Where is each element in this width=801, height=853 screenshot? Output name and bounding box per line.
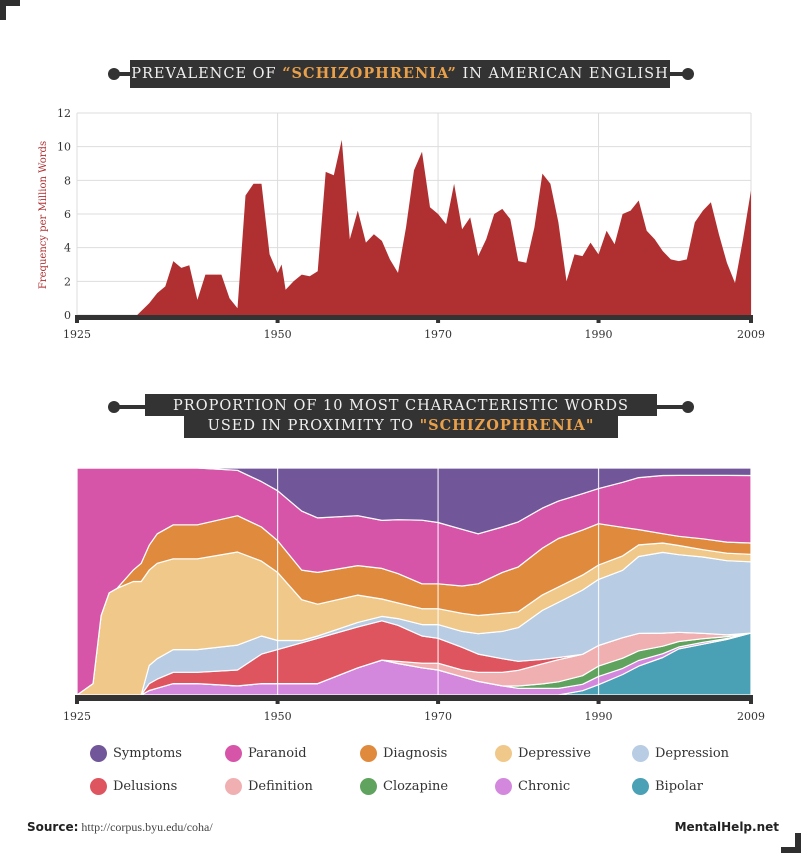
legend-item-paranoid: Paranoid <box>225 742 307 764</box>
x-tick-label: 1950 <box>264 710 292 723</box>
brand-name: MentalHelp.net <box>674 820 779 834</box>
x-tick-mark <box>749 700 753 704</box>
legend-swatch <box>90 777 107 795</box>
x-tick-label: 1950 <box>264 328 292 341</box>
source-label: Source: <box>27 820 79 834</box>
chart2-title-line1: PROPORTION OF 10 MOST CHARACTERISTIC WOR… <box>145 394 657 416</box>
x-tick-label: 1970 <box>424 328 452 341</box>
legend-label: Depression <box>655 745 730 761</box>
banner-right-line <box>668 72 688 76</box>
legend-label: Delusions <box>113 778 178 794</box>
legend-label: Paranoid <box>248 745 307 761</box>
x-tick-mark <box>275 319 280 323</box>
legend-swatch <box>495 777 512 795</box>
banner-left-line <box>114 72 134 76</box>
x-tick-mark <box>596 319 601 323</box>
corner-mark-bottom-right-v <box>795 833 801 853</box>
x-axis-bar <box>75 695 753 701</box>
banner-right-dot <box>682 401 694 413</box>
title-line2-text: USED IN PROXIMITY TO <box>207 418 420 434</box>
legend-item-depressive: Depressive <box>495 742 591 764</box>
x-tick-mark <box>75 700 79 704</box>
legend-swatch <box>360 744 377 762</box>
y-tick-label: 0 <box>64 309 71 322</box>
x-tick-mark <box>436 700 441 704</box>
title-highlight: “SCHIZOPHRENIA” <box>282 65 457 82</box>
legend-item-chronic: Chronic <box>495 775 570 797</box>
chart1-title: PREVALENCE OF “SCHIZOPHRENIA” IN AMERICA… <box>130 60 670 88</box>
legend-label: Depressive <box>518 745 591 761</box>
x-tick-label: 1925 <box>63 328 91 341</box>
legend-label: Bipolar <box>655 778 703 794</box>
legend-swatch <box>360 777 377 795</box>
legend-swatch <box>225 744 242 762</box>
prevalence-area <box>77 139 751 315</box>
corner-mark-top-left <box>0 0 20 6</box>
legend-label: Clozapine <box>383 778 449 794</box>
title-text-pre: PREVALENCE OF <box>131 66 283 82</box>
legend-swatch <box>495 744 512 762</box>
x-tick-label: 2009 <box>737 328 765 341</box>
legend-swatch <box>632 777 649 795</box>
legend-item-symptoms: Symptoms <box>90 742 182 764</box>
title-highlight: "SCHIZOPHRENIA" <box>419 417 595 434</box>
banner-right-dot <box>682 68 694 80</box>
corner-mark-bottom-right <box>781 847 801 853</box>
legend-item-bipolar: Bipolar <box>632 775 703 797</box>
banner-right-line <box>650 405 688 409</box>
legend-item-diagnosis: Diagnosis <box>360 742 447 764</box>
legend-swatch <box>632 744 649 762</box>
title-line1-text: PROPORTION OF 10 MOST CHARACTERISTIC WOR… <box>173 398 629 414</box>
proportion-stacked-area-chart: 1925 1950 1970 1990 2009 <box>63 467 765 723</box>
y-tick-label: 8 <box>64 174 71 187</box>
prevalence-area-chart: 0 2 4 6 8 10 12 1925 1950 1970 1990 2009 Frequency… <box>38 107 765 341</box>
legend-swatch <box>90 744 107 762</box>
legend-item-clozapine: Clozapine <box>360 775 448 797</box>
legend-label: Chronic <box>518 778 571 794</box>
area-symptoms <box>76 467 752 535</box>
title-text-post: IN AMERICAN ENGLISH <box>456 66 669 82</box>
legend-item-delusions: Delusions <box>90 775 177 797</box>
y-tick-label: 10 <box>57 141 71 154</box>
legend-item-depression: Depression <box>632 742 729 764</box>
legend-label: Definition <box>248 778 313 794</box>
legend-swatch <box>225 777 242 795</box>
chart2-title-line2: USED IN PROXIMITY TO "SCHIZOPHRENIA" <box>184 416 618 438</box>
x-axis-bar <box>75 315 753 320</box>
x-tick-label: 1970 <box>424 710 452 723</box>
x-tick-mark <box>75 319 79 323</box>
legend-item-definition: Definition <box>225 775 313 797</box>
x-tick-label: 1990 <box>585 328 613 341</box>
x-tick-mark <box>596 700 601 704</box>
legend-label: Diagnosis <box>383 745 448 761</box>
y-axis-label: Frequency per Million Words <box>38 141 49 289</box>
chart2-title-banner: PROPORTION OF 10 MOST CHARACTERISTIC WOR… <box>0 394 801 438</box>
x-tick-mark <box>275 700 280 704</box>
x-tick-label: 1990 <box>585 710 613 723</box>
x-tick-label: 2009 <box>737 710 765 723</box>
y-tick-label: 2 <box>64 275 71 288</box>
source-citation: Source: http://corpus.byu.edu/coha/ <box>27 820 213 835</box>
x-tick-mark <box>749 319 753 323</box>
banner-left-line <box>114 405 154 409</box>
y-tick-label: 6 <box>64 208 71 221</box>
y-tick-label: 12 <box>57 107 71 120</box>
y-tick-label: 4 <box>64 242 71 255</box>
x-tick-label: 1925 <box>63 710 91 723</box>
x-tick-mark <box>436 319 441 323</box>
legend-label: Symptoms <box>113 745 182 761</box>
source-url[interactable]: http://corpus.byu.edu/coha/ <box>81 820 213 834</box>
chart1-title-banner: PREVALENCE OF “SCHIZOPHRENIA” IN AMERICA… <box>0 60 801 88</box>
corner-mark-top-left-v <box>0 0 6 20</box>
